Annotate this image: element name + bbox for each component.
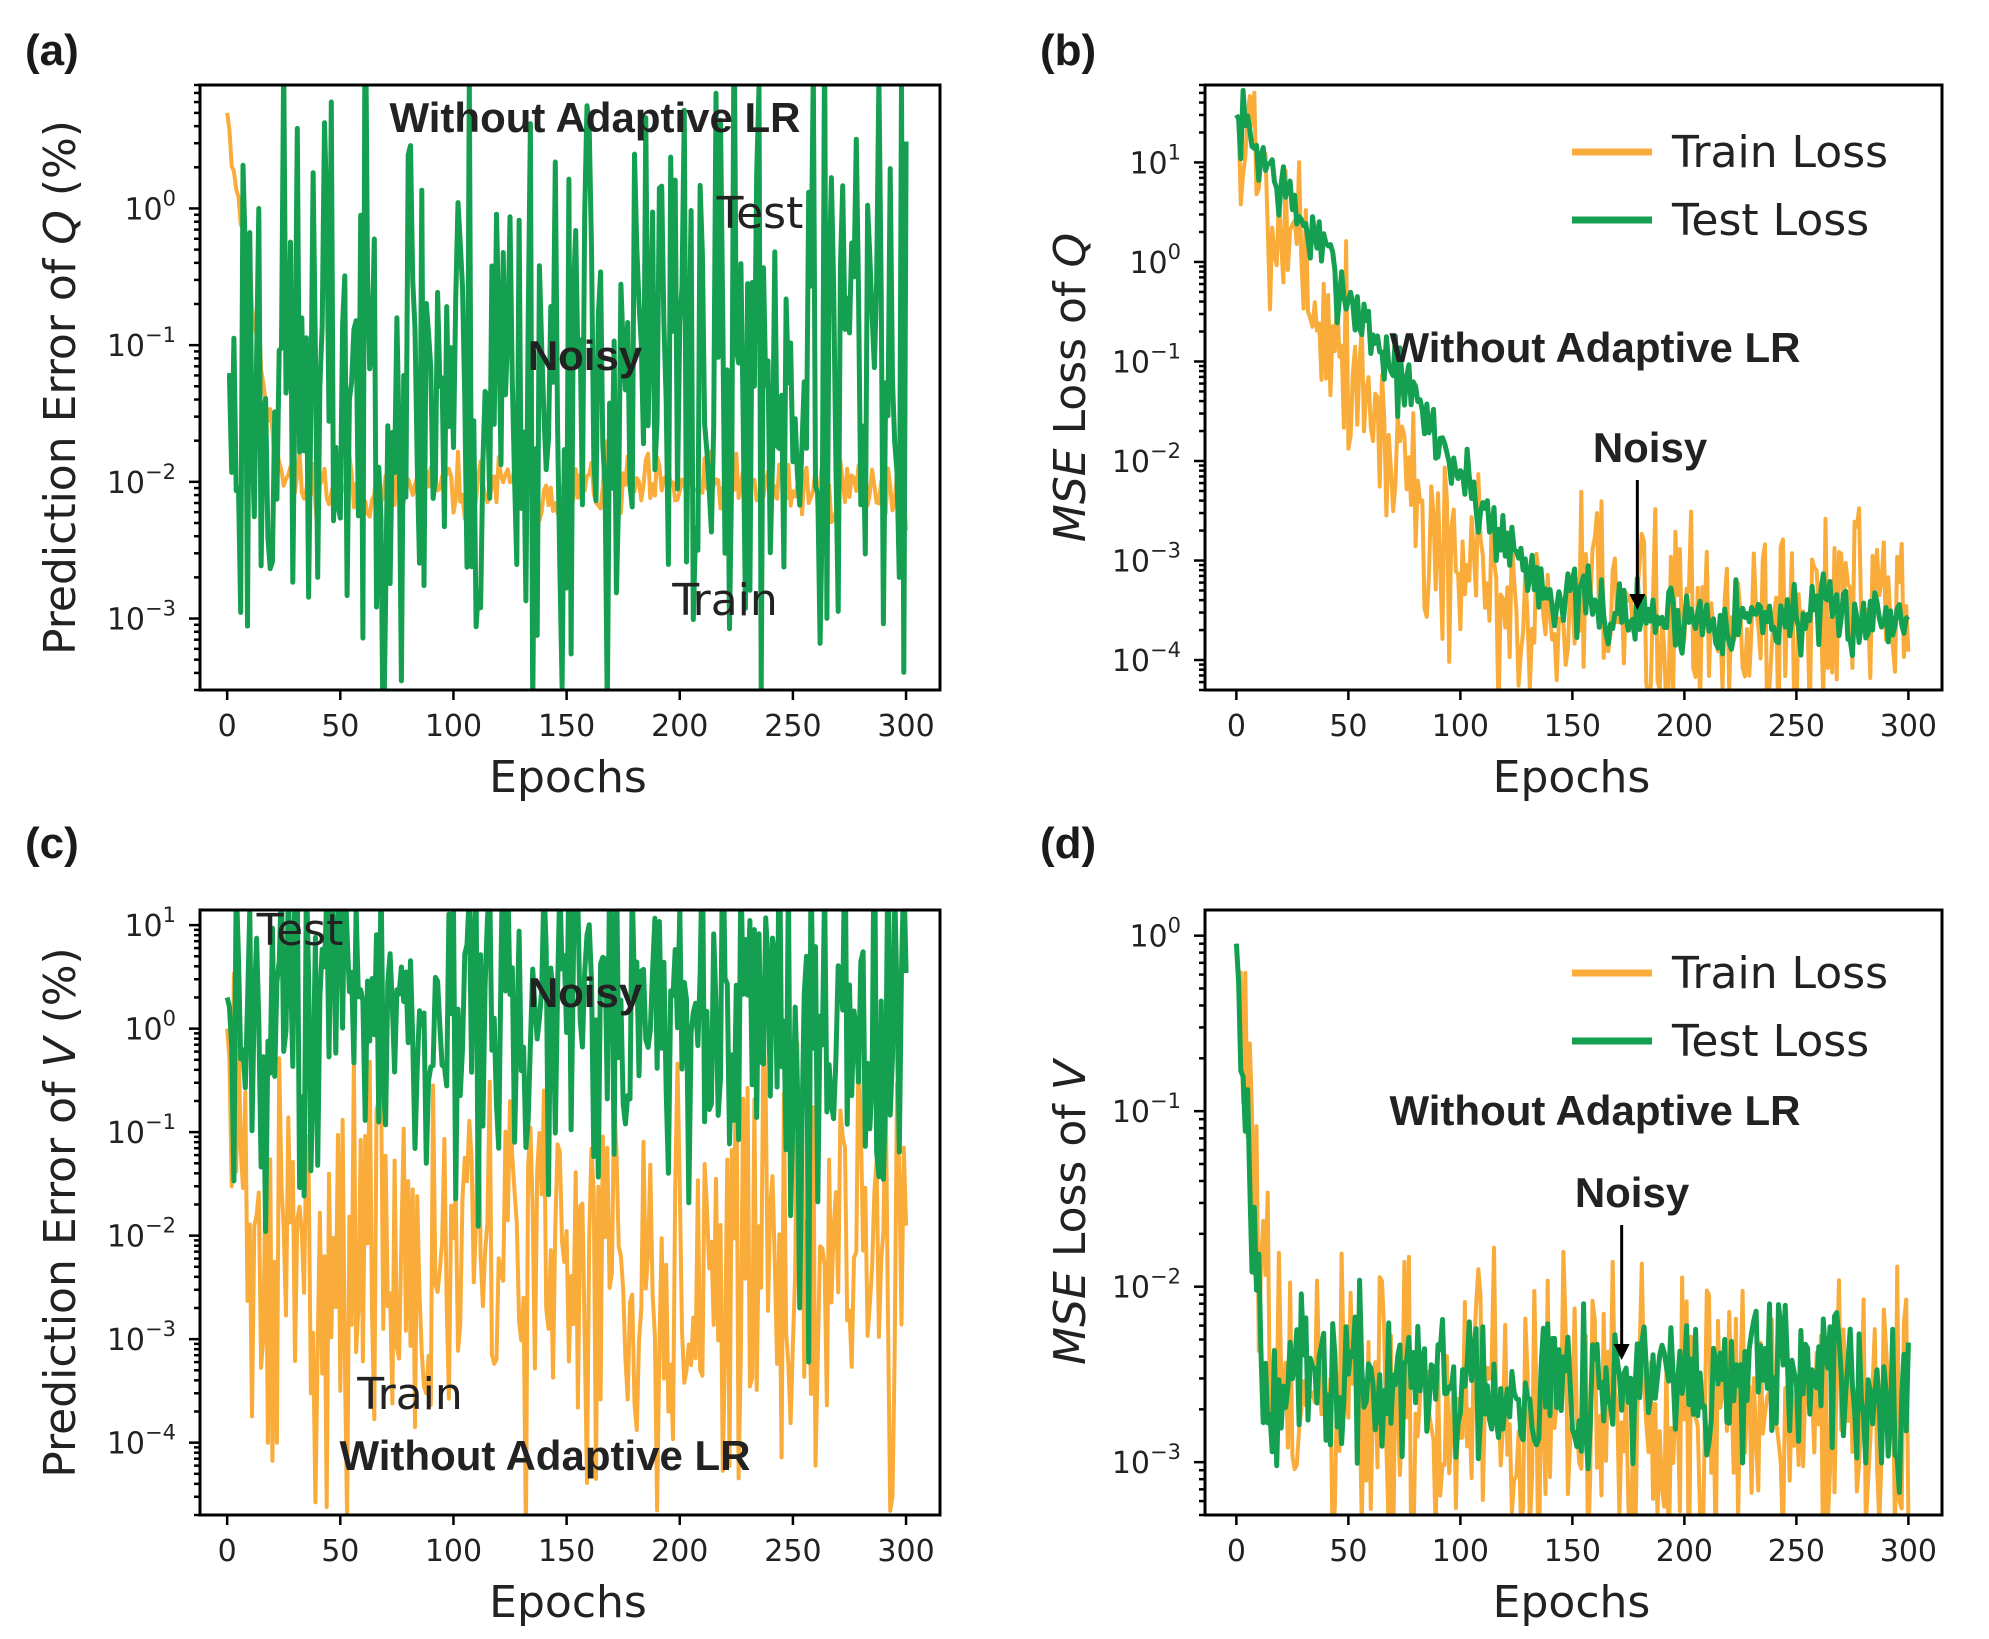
panel-label: (b) [1040, 26, 1096, 75]
x-tick-label: 0 [218, 709, 237, 744]
legend-entry-test: Test Loss [1671, 195, 1869, 246]
y-tick-label: 10−1 [107, 1110, 176, 1151]
y-tick-label: 10−2 [107, 460, 176, 501]
x-tick-label: 300 [1880, 709, 1937, 744]
series-group [1233, 943, 1911, 1515]
series-group [225, 85, 909, 690]
method-annotation: Without Adaptive LR [339, 1432, 750, 1479]
y-tick-label: 10−2 [107, 1214, 176, 1255]
panel-d: (d) 0 50 100 150 200 250 30010−310−210−1100Epo… [1040, 819, 1944, 1628]
test-annotation: Test [256, 905, 344, 956]
y-tick-label: 101 [124, 903, 176, 944]
x-tick-label: 150 [538, 709, 595, 744]
x-tick-label: 200 [651, 1534, 708, 1569]
x-tick-label: 100 [1432, 709, 1489, 744]
panel-a: (a) 0 50 100 150 200 250 30010−310−210−1100Epo… [25, 26, 942, 803]
x-tick-label: 200 [1656, 709, 1713, 744]
train-annotation: Train [356, 1369, 463, 1420]
y-tick-label: 10−4 [107, 1421, 176, 1462]
noisy-annotation: Noisy [528, 969, 643, 1016]
x-tick-label: 250 [1768, 709, 1825, 744]
y-axis-label: Prediction Error of V (%) [35, 947, 86, 1477]
legend: Train Loss Test Loss [1572, 948, 1888, 1067]
x-tick-label: 300 [1880, 1534, 1937, 1569]
x-tick-label: 50 [1329, 709, 1367, 744]
y-tick-label: 100 [1129, 914, 1181, 955]
series-line-test [226, 85, 909, 690]
test-annotation: Test [716, 188, 804, 239]
y-tick-label: 100 [1129, 240, 1181, 281]
x-tick-label: 150 [538, 1534, 595, 1569]
noisy-annotation: Noisy [1575, 1169, 1690, 1216]
x-axis-label: Epochs [1493, 1577, 1651, 1628]
x-tick-label: 150 [1544, 709, 1601, 744]
panel-label: (a) [25, 26, 79, 75]
y-tick-label: 10−3 [1112, 539, 1181, 580]
legend-entry-train: Train Loss [1671, 948, 1888, 999]
panel-c: (c) 0 50 100 150 200 250 300 10−4 10−3 10−2 10−1 10… [25, 819, 942, 1628]
x-tick-label: 100 [425, 1534, 482, 1569]
y-tick-label: 10−4 [1112, 638, 1181, 679]
y-tick-label: 10−2 [1112, 439, 1181, 480]
y-tick-label: 100 [124, 186, 176, 227]
x-tick-label: 150 [1544, 1534, 1601, 1569]
y-axis-label: MSE Loss of Q [1045, 233, 1096, 542]
x-axis-label: Epochs [489, 752, 647, 803]
x-tick-label: 250 [1768, 1534, 1825, 1569]
series-group [224, 910, 909, 1515]
y-tick-label: 10−1 [1112, 339, 1181, 380]
x-tick-label: 50 [321, 709, 359, 744]
axes-frame [198, 908, 942, 1517]
x-axis-label: Epochs [1493, 752, 1651, 803]
y-tick-label: 10−2 [1112, 1265, 1181, 1306]
x-tick-label: 250 [764, 1534, 821, 1569]
x-tick-label: 50 [321, 1534, 359, 1569]
noisy-arrow-head [1613, 1344, 1630, 1360]
x-tick-label: 50 [1329, 1534, 1367, 1569]
legend-entry-train: Train Loss [1671, 127, 1888, 178]
x-tick-label: 0 [1227, 1534, 1246, 1569]
x-tick-label: 100 [1432, 1534, 1489, 1569]
noisy-annotation: Noisy [528, 332, 643, 379]
series-line-test-loss [1233, 943, 1911, 1495]
x-tick-label: 100 [425, 709, 482, 744]
x-tick-label: 0 [218, 1534, 237, 1569]
noisy-annotation: Noisy [1593, 424, 1708, 471]
x-tick-label: 300 [877, 1534, 934, 1569]
method-annotation: Without Adaptive LR [1389, 1087, 1800, 1134]
x-tick-label: 200 [1656, 1534, 1713, 1569]
x-tick-label: 300 [877, 709, 934, 744]
y-tick-label: 10−3 [107, 1317, 176, 1358]
y-tick-label: 10−3 [107, 597, 176, 638]
x-axis-label: Epochs [489, 1577, 647, 1628]
panel-label: (d) [1040, 819, 1096, 868]
x-tick-label: 0 [1227, 709, 1246, 744]
noisy-arrow-head [1629, 594, 1646, 610]
legend-entry-test: Test Loss [1671, 1016, 1869, 1067]
y-tick-label: 101 [1129, 140, 1181, 181]
x-tick-label: 200 [651, 709, 708, 744]
series-line-test [224, 910, 909, 1365]
legend: Train Loss Test Loss [1572, 127, 1888, 246]
y-tick-label: 100 [124, 1007, 176, 1048]
method-annotation: Without Adaptive LR [389, 94, 800, 141]
panel-label: (c) [25, 819, 79, 868]
y-tick-label: 10−1 [1112, 1089, 1181, 1130]
panel-b: (b) 0 50 100 150 200 250 300 10−4 10−3 10−2 10−1 10… [1040, 26, 1944, 803]
y-axis-label: MSE Loss of V [1045, 1057, 1096, 1365]
method-annotation: Without Adaptive LR [1389, 324, 1800, 371]
series-line-test-loss [1234, 87, 1910, 659]
x-tick-label: 250 [764, 709, 821, 744]
y-tick-label: 10−1 [107, 323, 176, 364]
y-tick-label: 10−3 [1112, 1440, 1181, 1481]
series-group [1234, 87, 1911, 690]
train-annotation: Train [671, 575, 778, 626]
series-line-train-loss [1234, 90, 1911, 690]
y-axis-label: Prediction Error of Q (%) [35, 120, 86, 655]
series-line-train [225, 971, 909, 1515]
